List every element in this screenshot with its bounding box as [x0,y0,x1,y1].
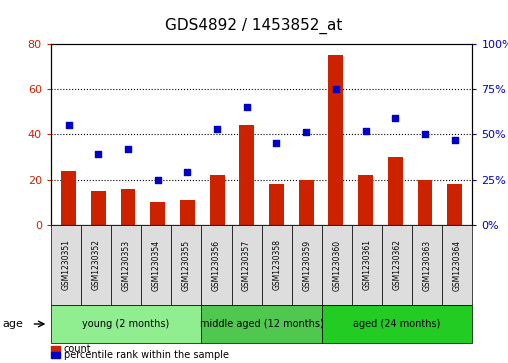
Point [213,126,221,132]
Text: GSM1230354: GSM1230354 [152,240,161,290]
Text: GSM1230363: GSM1230363 [423,240,432,290]
Text: GSM1230360: GSM1230360 [332,240,341,290]
Text: GSM1230357: GSM1230357 [242,240,251,290]
Bar [61,171,76,225]
Bar [91,191,106,225]
Text: GDS4892 / 1453852_at: GDS4892 / 1453852_at [165,18,343,34]
Bar [388,157,403,225]
Text: GSM1230355: GSM1230355 [182,240,191,290]
Bar [269,184,284,225]
Point [391,115,399,121]
Point [272,140,280,146]
Point [153,177,162,183]
Text: GSM1230364: GSM1230364 [453,240,462,290]
Text: aged (24 months): aged (24 months) [354,319,441,329]
Text: middle aged (12 months): middle aged (12 months) [200,319,324,329]
Text: GSM1230351: GSM1230351 [61,240,71,290]
Point [451,137,459,143]
Bar [447,184,462,225]
Point [302,130,310,135]
Bar [239,125,254,225]
Bar [150,203,165,225]
Point [332,86,340,92]
Bar [120,189,136,225]
Point [94,151,103,157]
Bar [418,180,432,225]
Bar [180,200,195,225]
Point [183,170,192,175]
Point [421,131,429,137]
Point [124,146,132,152]
Text: young (2 months): young (2 months) [82,319,170,329]
Text: GSM1230358: GSM1230358 [272,240,281,290]
Text: GSM1230362: GSM1230362 [393,240,402,290]
Text: GSM1230361: GSM1230361 [363,240,371,290]
Text: GSM1230352: GSM1230352 [91,240,101,290]
Bar [299,180,313,225]
Text: age: age [3,319,23,329]
Point [65,122,73,128]
Point [362,128,370,134]
Text: GSM1230356: GSM1230356 [212,240,221,290]
Text: count: count [64,344,91,354]
Bar [210,175,225,225]
Bar [329,55,343,225]
Bar [358,175,373,225]
Text: GSM1230353: GSM1230353 [121,240,131,290]
Text: percentile rank within the sample: percentile rank within the sample [64,350,229,360]
Text: GSM1230359: GSM1230359 [302,240,311,290]
Point [243,104,251,110]
